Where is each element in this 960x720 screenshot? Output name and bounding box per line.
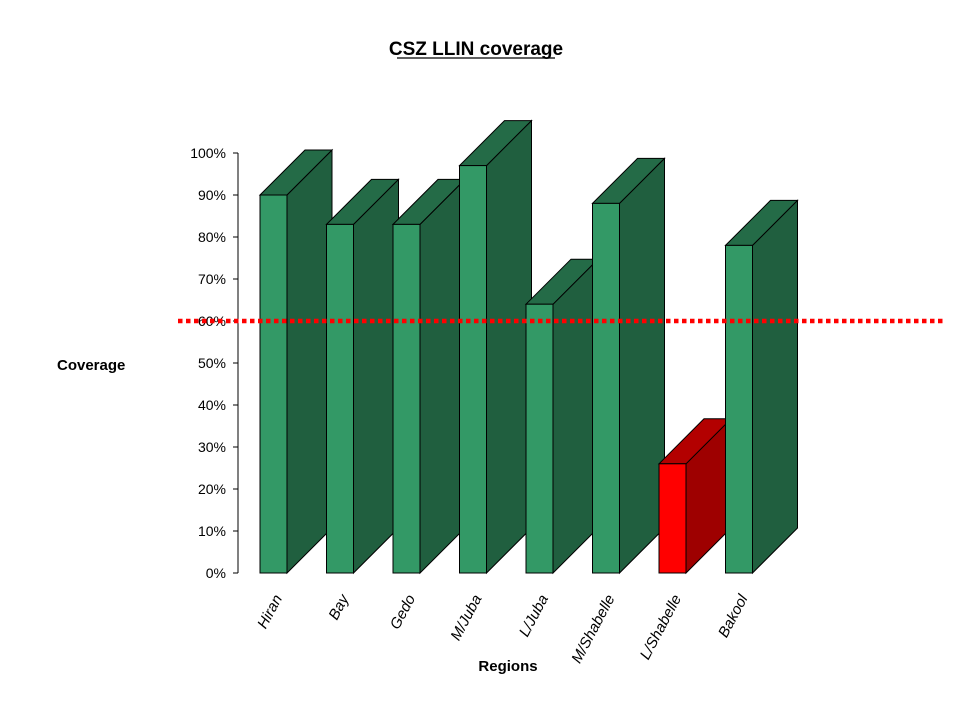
y-tick-label: 10% — [198, 523, 226, 539]
bar-side — [486, 119, 532, 575]
bar-front — [459, 165, 487, 574]
bar-front — [326, 223, 354, 574]
y-tick-label: 70% — [198, 271, 226, 287]
y-tick-label: 90% — [198, 187, 226, 203]
y-tick-label: 30% — [198, 439, 226, 455]
bar-bay — [325, 178, 400, 575]
bar-l-juba — [524, 257, 600, 575]
x-tick-label: L/Shabelle — [637, 592, 685, 663]
x-axis-labels: Hiran Bay Gedo M/Juba L/Juba M/Shabelle L/Shab… — [254, 591, 752, 667]
y-tick-label: 40% — [198, 397, 226, 413]
x-tick-label: Bay — [325, 591, 353, 623]
bar-front — [525, 303, 554, 574]
x-tick-label: Hiran — [254, 592, 286, 632]
y-axis: 0%10%20%30%40%50%60%70%80%90%100% — [190, 145, 239, 581]
bar-front — [725, 244, 753, 574]
x-tick-label: M/Juba — [447, 592, 485, 643]
bar-front — [259, 194, 288, 574]
y-tick-label: 50% — [198, 355, 226, 371]
y-axis-title: Coverage — [57, 357, 125, 374]
y-tick-label: 20% — [198, 481, 226, 497]
bar-l-shabelle — [657, 417, 733, 575]
bar-m-shabelle — [591, 157, 666, 575]
bars — [258, 119, 799, 575]
bar-bakool — [724, 199, 799, 575]
x-tick-label: Bakool — [715, 591, 752, 640]
bar-side — [619, 157, 665, 575]
bar-front — [392, 223, 421, 574]
bar-side — [552, 257, 599, 575]
bar-front — [592, 202, 620, 574]
x-tick-label: M/Shabelle — [568, 592, 618, 666]
bar-gedo — [391, 178, 467, 575]
x-tick-label: Gedo — [387, 592, 419, 632]
y-tick-label: 100% — [190, 145, 226, 161]
x-tick-label: L/Juba — [516, 592, 552, 640]
bar-m-juba — [458, 119, 533, 575]
bar-side — [419, 178, 466, 575]
y-tick-label: 80% — [198, 229, 226, 245]
chart-title: CSZ LLIN coverage — [389, 39, 563, 60]
bar-hiran — [258, 148, 334, 575]
bar-side — [353, 178, 399, 575]
bar-side — [752, 199, 798, 575]
bar-side — [286, 148, 333, 575]
x-axis-title: Regions — [478, 658, 537, 675]
bar-front — [658, 463, 687, 574]
y-tick-label: 0% — [206, 565, 226, 581]
